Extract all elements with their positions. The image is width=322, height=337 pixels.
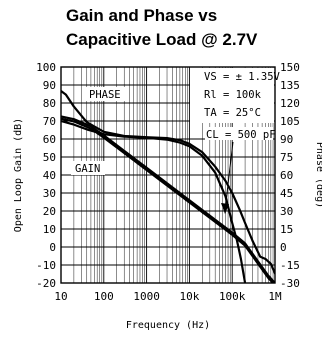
x-axis-ticks: 10 100 1000 10k 100k 1M — [54, 290, 282, 303]
chart-title-line1: Gain and Phase vs — [66, 6, 217, 25]
condition-ta: TA = 25°C — [204, 107, 261, 119]
left-tick-label: -10 — [36, 259, 56, 272]
condition-vs: VS = ± 1.35V — [204, 71, 281, 83]
right-tick-label: 90 — [280, 133, 293, 146]
left-tick-label: 70 — [43, 115, 56, 128]
right-tick-label: 30 — [280, 205, 293, 218]
right-tick-label: -30 — [280, 277, 300, 290]
right-tick-label: 75 — [280, 151, 293, 164]
phase-curve — [61, 119, 247, 283]
right-tick-label: -15 — [280, 259, 300, 272]
left-tick-label: -20 — [36, 277, 56, 290]
gain-curve — [61, 115, 275, 283]
cl-label: CL = 500 pF — [206, 129, 276, 141]
phase-curve — [61, 89, 275, 275]
right-tick-label: 0 — [280, 241, 287, 254]
x-tick-label: 10 — [54, 290, 67, 303]
cl-arrow-line — [224, 141, 234, 211]
chart-curves — [61, 89, 275, 283]
conditions-box — [190, 68, 274, 123]
right-axis-label: Phase (deg) — [314, 142, 322, 208]
cl-arrow-head — [221, 203, 229, 214]
left-tick-label: 20 — [43, 205, 56, 218]
left-tick-label: 50 — [43, 151, 56, 164]
chart-title-line2: Capacitive Load @ 2.7V — [66, 30, 258, 49]
left-tick-label: 80 — [43, 97, 56, 110]
phase-label-bg — [85, 87, 129, 101]
right-tick-label: 105 — [280, 115, 300, 128]
left-tick-label: 60 — [43, 133, 56, 146]
left-tick-label: 40 — [43, 169, 56, 182]
left-tick-label: 90 — [43, 79, 56, 92]
x-tick-label: 100k — [219, 290, 246, 303]
gain-label-bg — [71, 161, 105, 175]
x-tick-label: 100 — [94, 290, 114, 303]
plot-frame — [60, 66, 276, 284]
gain-series-label: GAIN — [75, 163, 100, 175]
x-tick-label: 10k — [179, 290, 199, 303]
x-axis-label: Frequency (Hz) — [126, 320, 210, 331]
left-tick-label: 100 — [36, 61, 56, 74]
right-tick-label: 135 — [280, 79, 300, 92]
x-tick-label: 1000 — [133, 290, 160, 303]
condition-rl: Rl = 100k — [204, 89, 262, 101]
x-tick-label: 1M — [268, 290, 282, 303]
gain-curve — [61, 117, 275, 283]
cl-label-bg — [205, 127, 273, 140]
left-axis-label: Open Loop Gain (dB) — [13, 118, 24, 232]
left-tick-label: 0 — [49, 241, 56, 254]
right-tick-label: 45 — [280, 187, 293, 200]
left-tick-label: 30 — [43, 187, 56, 200]
phase-series-label: PHASE — [89, 89, 121, 101]
left-tick-label: 10 — [43, 223, 56, 236]
right-tick-label: 120 — [280, 97, 300, 110]
right-tick-label: 60 — [280, 169, 293, 182]
right-tick-label: 15 — [280, 223, 293, 236]
right-tick-label: 150 — [280, 61, 300, 74]
